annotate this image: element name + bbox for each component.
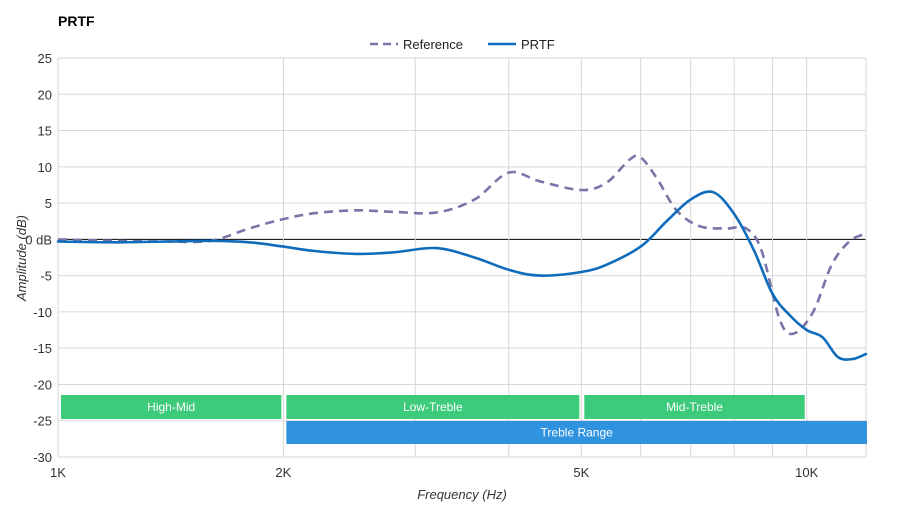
chart-title: PRTF [58, 13, 95, 29]
y-tick-label: -30 [33, 450, 52, 465]
y-tick-label: 25 [38, 51, 52, 66]
y-tick-label: -25 [33, 414, 52, 429]
x-axis-ticks: 1K 2K 5K 10K [50, 465, 819, 480]
x-tick-label: 10K [795, 465, 818, 480]
x-axis-label: Frequency (Hz) [417, 487, 507, 502]
x-tick-label: 1K [50, 465, 66, 480]
band-treble-range [286, 421, 868, 444]
y-axis-ticks: 25 20 15 10 5 0 dB -5 -10 -15 -20 -25 -30 [25, 51, 52, 465]
y-tick-label: 10 [38, 160, 52, 175]
y-tick-label: 5 [45, 196, 52, 211]
band-label: Mid-Treble [666, 400, 723, 414]
y-tick-label: 20 [38, 87, 52, 102]
band-label: Low-Treble [403, 400, 463, 414]
y-tick-label: -20 [33, 377, 52, 392]
series-lines [56, 154, 868, 361]
band-high-mid [61, 395, 282, 419]
legend-entry: PRTF [521, 37, 555, 52]
legend: Reference PRTF [370, 37, 555, 52]
series-line-prtf [56, 190, 868, 361]
band-mid-treble [584, 395, 805, 419]
y-tick-label: -10 [33, 305, 52, 320]
x-tick-label: 5K [573, 465, 589, 480]
frequency-bands: High-Mid Low-Treble Mid-Treble Treble Range [61, 395, 868, 444]
y-tick-label: 15 [38, 124, 52, 139]
y-tick-label: -5 [40, 269, 52, 284]
grid [57, 57, 867, 458]
band-label: Treble Range [541, 426, 614, 440]
series-line-reference [57, 154, 867, 336]
y-tick-label: -15 [33, 341, 52, 356]
legend-entry: Reference [403, 37, 463, 52]
y-axis-label: Amplitude (dB) [14, 215, 29, 302]
band-label: High-Mid [147, 400, 195, 414]
x-tick-label: 2K [275, 465, 291, 480]
y-tick-label: 0 dB [25, 232, 52, 247]
band-low-treble [286, 395, 580, 419]
